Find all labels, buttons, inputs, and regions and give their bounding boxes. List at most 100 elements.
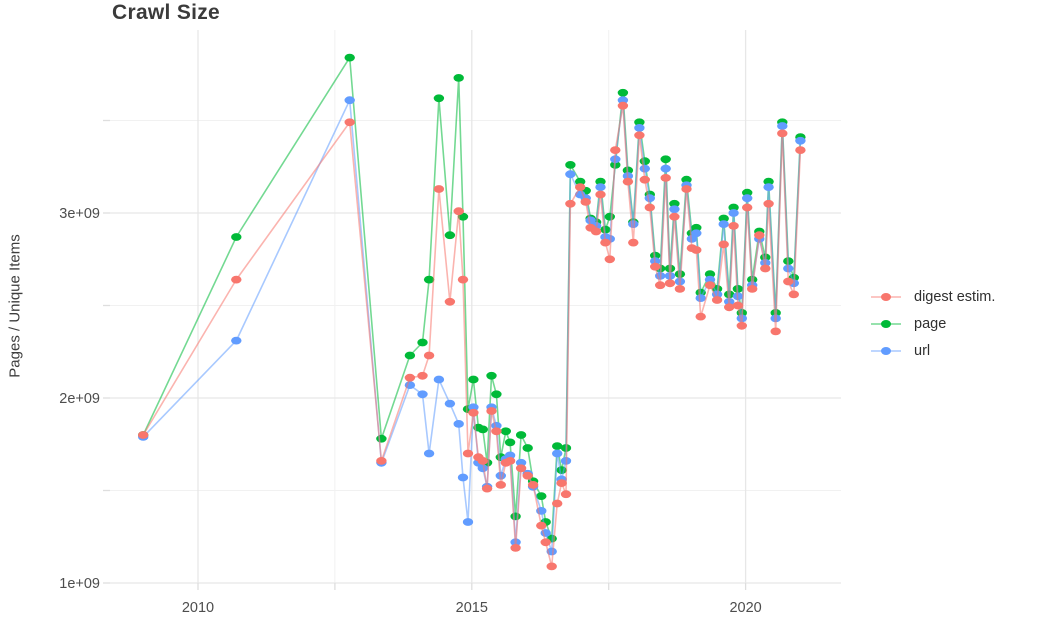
data-point-url xyxy=(695,294,706,302)
data-point-page xyxy=(376,434,387,443)
data-point-page xyxy=(504,438,516,447)
data-point-digest-estim xyxy=(491,427,502,436)
legend-key-digest-estim xyxy=(871,292,901,301)
data-point-digest-estim xyxy=(639,175,650,184)
data-point-digest-estim xyxy=(660,174,671,182)
data-point-digest-estim xyxy=(669,212,680,221)
data-point-url xyxy=(417,390,428,399)
data-point-page xyxy=(604,212,615,221)
data-point-digest-estim xyxy=(457,275,469,284)
y-axis-labels: 1e+09 2e+09 3e+09 xyxy=(59,206,100,592)
data-point-page xyxy=(634,118,645,127)
data-point-digest-estim xyxy=(763,199,774,208)
data-point-page xyxy=(500,427,511,436)
data-point-page xyxy=(691,223,702,232)
y-axis-title: Pages / Unique Items xyxy=(6,234,24,378)
data-point-digest-estim xyxy=(711,296,723,304)
data-point-digest-estim xyxy=(754,231,765,240)
data-point-page xyxy=(565,161,576,169)
data-point-digest-estim xyxy=(622,177,634,186)
data-point-page xyxy=(660,155,671,164)
legend-label-url: url xyxy=(914,342,931,359)
data-point-url xyxy=(660,164,671,173)
data-point-url xyxy=(231,336,242,345)
legend-key-url xyxy=(871,346,901,355)
data-point-digest-estim xyxy=(617,101,629,110)
series-digest-estim xyxy=(138,101,806,571)
data-point-digest-estim xyxy=(795,146,806,155)
data-point-digest-estim xyxy=(527,481,539,489)
data-point-digest-estim xyxy=(540,538,551,547)
data-point-digest-estim xyxy=(417,371,428,380)
data-point-page xyxy=(669,199,680,208)
data-point-page xyxy=(486,371,497,380)
data-point-url xyxy=(742,194,753,203)
data-point-digest-estim xyxy=(453,207,464,216)
data-point-url xyxy=(718,220,729,229)
x-tick-label: 2010 xyxy=(182,600,214,616)
data-point-url xyxy=(617,96,629,105)
data-point-digest-estim xyxy=(423,351,435,360)
data-point-url xyxy=(462,518,474,526)
data-point-page xyxy=(595,177,606,186)
data-point-url xyxy=(728,209,739,217)
data-point-digest-estim xyxy=(628,238,639,247)
data-point-digest-estim xyxy=(462,449,474,458)
data-point-page xyxy=(444,231,456,240)
data-point-url xyxy=(795,136,806,145)
data-point-digest-estim xyxy=(510,544,521,552)
data-point-digest-estim xyxy=(376,457,387,465)
data-point-digest-estim xyxy=(344,118,355,127)
data-point-digest-estim xyxy=(444,297,456,306)
data-point-page xyxy=(468,375,479,384)
data-point-digest-estim xyxy=(404,373,416,382)
data-point-url xyxy=(565,170,576,179)
data-point-digest-estim xyxy=(231,275,242,284)
data-point-digest-estim xyxy=(565,199,576,208)
data-point-digest-estim xyxy=(504,457,516,465)
y-tick-label: 1e+09 xyxy=(59,576,100,592)
data-point-page xyxy=(522,444,533,452)
data-point-url xyxy=(644,194,655,203)
legend-item-digest-estim: digest estim. xyxy=(869,283,995,310)
data-point-digest-estim xyxy=(556,479,567,487)
data-point-digest-estim xyxy=(747,285,758,293)
data-point-digest-estim xyxy=(664,279,676,288)
data-point-url xyxy=(457,473,469,482)
data-point-url xyxy=(763,183,774,192)
x-axis-labels: 2010 2015 2020 xyxy=(182,600,762,616)
data-point-url xyxy=(691,229,702,238)
data-point-digest-estim xyxy=(760,264,771,273)
data-point-url xyxy=(628,220,639,229)
data-point-page xyxy=(417,338,428,347)
data-point-digest-estim xyxy=(650,262,661,271)
data-point-url xyxy=(595,183,606,192)
data-point-digest-estim xyxy=(644,203,655,212)
data-point-url xyxy=(433,375,445,384)
data-point-digest-estim xyxy=(546,562,557,571)
data-point-digest-estim xyxy=(718,240,729,249)
data-point-digest-estim xyxy=(634,131,645,140)
data-point-url xyxy=(504,451,516,460)
data-point-digest-estim xyxy=(788,290,799,299)
data-point-page xyxy=(763,177,774,186)
data-point-url xyxy=(704,275,716,284)
data-point-url xyxy=(639,164,650,173)
data-point-url xyxy=(777,122,788,130)
data-point-page xyxy=(617,88,629,97)
data-point-digest-estim xyxy=(610,146,621,155)
data-point-url xyxy=(634,124,645,132)
data-point-page xyxy=(423,275,435,284)
data-point-page xyxy=(575,177,586,186)
chart-title: Crawl Size xyxy=(112,1,221,24)
y-tick-label: 2e+09 xyxy=(59,391,100,407)
data-point-digest-estim xyxy=(732,301,744,310)
data-point-digest-estim xyxy=(724,303,735,312)
data-point-page xyxy=(344,53,355,62)
data-point-digest-estim xyxy=(681,185,692,193)
data-point-digest-estim xyxy=(580,198,591,206)
data-point-digest-estim xyxy=(536,521,547,530)
data-point-digest-estim xyxy=(486,407,497,415)
legend: digest estim. page url xyxy=(869,283,995,364)
data-point-page xyxy=(453,74,464,82)
